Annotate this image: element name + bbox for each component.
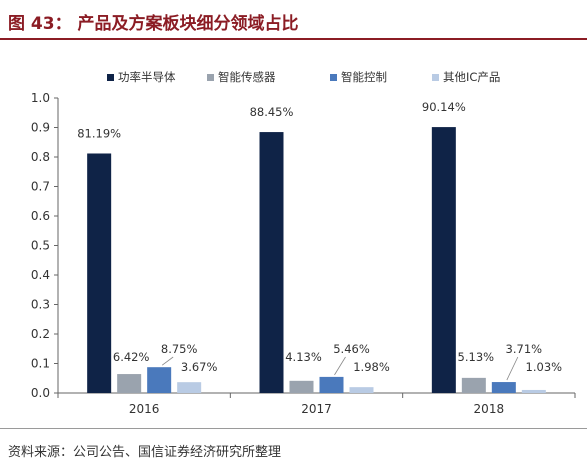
x-tick-label: 2018 bbox=[474, 402, 505, 416]
y-tick-label: 0.1 bbox=[31, 357, 50, 371]
source-note: 资料来源：公司公告、国信证券经济研究所整理 bbox=[8, 445, 282, 460]
leader-line bbox=[506, 356, 519, 381]
data-label: 90.14% bbox=[422, 100, 466, 114]
data-label: 3.67% bbox=[181, 360, 218, 374]
legend-swatch bbox=[432, 74, 439, 81]
data-label: 88.45% bbox=[250, 105, 294, 119]
legend-swatch bbox=[207, 74, 214, 81]
bar-智能传感器-2016 bbox=[117, 374, 142, 393]
y-tick-label: 0.6 bbox=[31, 209, 50, 223]
y-axis: 0.0 0.1 0.2 0.3 0.4 0.5 0.6 0.7 0.8 0.9 1.0 bbox=[31, 91, 59, 400]
data-label: 4.13% bbox=[285, 350, 322, 364]
leader-line bbox=[161, 356, 174, 366]
figure-title: 图 43： 产品及方案板块细分领域占比 bbox=[8, 14, 299, 34]
data-label: 6.42% bbox=[113, 350, 150, 364]
y-tick-label: 0.7 bbox=[31, 180, 50, 194]
y-tick-label: 0.0 bbox=[31, 386, 50, 400]
legend-label: 智能传感器 bbox=[218, 70, 276, 84]
legend-label: 其他IC产品 bbox=[443, 70, 500, 84]
bar-其他IC产品-2018 bbox=[521, 389, 546, 393]
data-label: 8.75% bbox=[161, 342, 198, 356]
bar-chart: 功率半导体 智能传感器 智能控制 其他IC产品 0.00.10.20.30.40.50… bbox=[31, 70, 576, 416]
data-label: 1.98% bbox=[353, 360, 390, 374]
source-bar: 资料来源：公司公告、国信证券经济研究所整理 bbox=[0, 428, 587, 473]
bar-其他IC产品-2016 bbox=[177, 382, 202, 393]
bar-功率半导体-2018 bbox=[431, 127, 456, 393]
bar-智能传感器-2017 bbox=[289, 380, 314, 393]
data-label: 81.19% bbox=[77, 126, 121, 140]
data-label: 1.03% bbox=[526, 360, 563, 374]
y-tick-label: 0.4 bbox=[31, 268, 50, 282]
legend-label: 功率半导体 bbox=[118, 70, 176, 84]
bar-其他IC产品-2017 bbox=[349, 387, 374, 393]
bars bbox=[87, 127, 546, 393]
bar-功率半导体-2016 bbox=[87, 153, 112, 393]
legend-label: 智能控制 bbox=[341, 70, 387, 84]
legend-swatch bbox=[330, 74, 337, 81]
data-label: 3.71% bbox=[506, 342, 543, 356]
legend: 功率半导体 智能传感器 智能控制 其他IC产品 bbox=[107, 70, 500, 84]
x-tick-label: 2017 bbox=[301, 402, 332, 416]
title-bar: 图 43： 产品及方案板块细分领域占比 bbox=[0, 0, 587, 40]
y-tick-label: 0.8 bbox=[31, 150, 50, 164]
bar-智能控制-2017 bbox=[319, 376, 344, 393]
data-label: 5.46% bbox=[333, 342, 370, 356]
leader-line bbox=[334, 356, 346, 376]
data-label: 5.13% bbox=[458, 350, 495, 364]
y-tick-label: 1.0 bbox=[31, 91, 50, 105]
bar-智能控制-2018 bbox=[491, 382, 516, 393]
y-tick-label: 0.5 bbox=[31, 239, 50, 253]
bar-智能传感器-2018 bbox=[461, 377, 486, 393]
data-labels: 81.19% 88.45% 90.14% 6.42% 4.13% 5.13% 8.75% 5.… bbox=[77, 100, 563, 381]
y-tick-label: 0.3 bbox=[31, 298, 50, 312]
bar-功率半导体-2017 bbox=[259, 132, 284, 393]
legend-swatch bbox=[107, 74, 114, 81]
x-axis: 2016 2017 2018 bbox=[57, 392, 576, 416]
bar-智能控制-2016 bbox=[147, 367, 172, 393]
y-tick-label: 0.2 bbox=[31, 327, 50, 341]
x-tick-label: 2016 bbox=[129, 402, 160, 416]
y-tick-label: 0.9 bbox=[31, 121, 50, 135]
